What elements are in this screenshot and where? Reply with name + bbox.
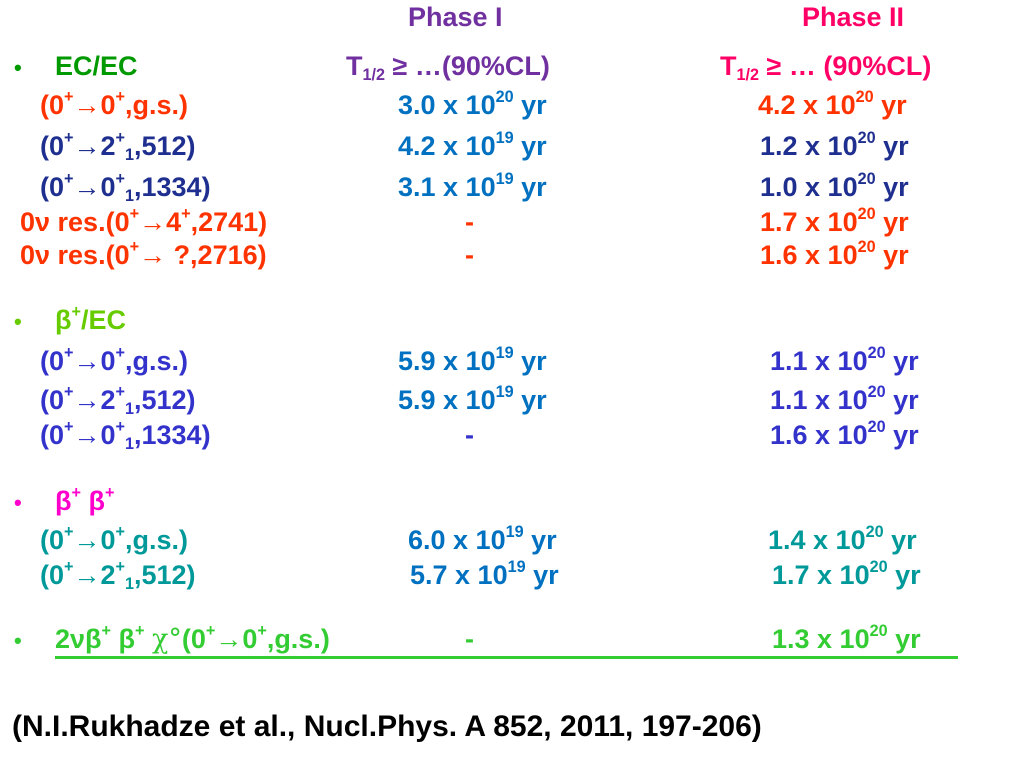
beta-ec-row1-phase1: 5.9 x 1019 yr: [398, 343, 547, 376]
t-symbol: T: [346, 51, 363, 81]
t-subscript: 1/2: [362, 65, 386, 84]
beta-ec-row1-label: (0+→0+,g.s.): [40, 343, 188, 376]
beta-ec-row3-label: (0+→0+1,1334): [40, 417, 211, 453]
phase2-halflife-label: T1/2 ≥ … (90%CL): [720, 51, 932, 83]
beta-ec-row2-label: (0+→2+1,512): [40, 382, 196, 418]
majoron-phase2: 1.3 x 1020 yr: [772, 621, 921, 654]
majoron-underline: [55, 656, 958, 659]
citation: (N.I.Rukhadze et al., Nucl.Phys. A 852, …: [12, 710, 762, 743]
ec-ec-row2-phase1: 4.2 x 1019 yr: [398, 128, 547, 161]
phase2-header: Phase II: [802, 2, 905, 32]
phase2-limit: ≥ … (90%CL): [759, 51, 932, 81]
beta-beta-row1-label: (0+→0+,g.s.): [40, 522, 188, 555]
ec-ec-row2-phase2: 1.2 x 1020 yr: [760, 128, 909, 161]
t-symbol: T: [720, 51, 737, 81]
majoron-label: 2νβ+ β+ χ°(0+→0+,g.s.): [55, 621, 330, 655]
ec-ec-row5-phase2: 1.6 x 1020 yr: [760, 237, 909, 270]
bullet-ec-ec: •: [14, 55, 22, 80]
beta-beta-row1-phase1: 6.0 x 1019 yr: [408, 522, 557, 555]
ec-ec-row4-phase1: -: [465, 207, 474, 237]
bullet-beta-beta: •: [14, 490, 22, 515]
section-title-beta-beta: β+ β+: [55, 483, 115, 516]
ec-ec-row4-label: 0ν res.(0+→4+,2741): [20, 204, 268, 237]
bullet-majoron: •: [14, 628, 22, 653]
beta-beta-row2-phase1: 5.7 x 1019 yr: [410, 557, 559, 590]
beta-beta-row1-phase2: 1.4 x 1020 yr: [768, 522, 917, 555]
beta-beta-row2-label: (0+→2+1,512): [40, 557, 196, 593]
ec-ec-row4-phase2: 1.7 x 1020 yr: [760, 204, 909, 237]
ec-ec-row1-phase2: 4.2 x 1020 yr: [758, 87, 907, 120]
beta-beta-row2-phase2: 1.7 x 1020 yr: [772, 557, 921, 590]
ec-ec-row3-phase2: 1.0 x 1020 yr: [760, 169, 909, 202]
ec-ec-row3-phase1: 3.1 x 1019 yr: [398, 169, 547, 202]
phase1-limit: ≥ …(90%CL): [385, 51, 550, 81]
ec-ec-row3-label: (0+→0+1,1334): [40, 169, 211, 205]
ec-ec-row1-phase1: 3.0 x 1020 yr: [398, 87, 547, 120]
majoron-phase1: -: [465, 624, 474, 654]
beta-ec-row1-phase2: 1.1 x 1020 yr: [770, 343, 919, 376]
section-title-beta-ec: β+/EC: [55, 302, 126, 335]
ec-ec-row5-label: 0ν res.(0+→ ?,2716): [20, 237, 267, 270]
bullet-beta-ec: •: [14, 309, 22, 334]
t-subscript: 1/2: [736, 65, 760, 84]
ec-ec-row2-label: (0+→2+1,512): [40, 128, 196, 164]
beta-ec-row3-phase2: 1.6 x 1020 yr: [770, 417, 919, 450]
phase1-halflife-label: T1/2 ≥ …(90%CL): [346, 51, 550, 83]
phase1-header: Phase I: [408, 2, 503, 32]
beta-ec-row3-phase1: -: [465, 420, 474, 450]
beta-ec-row2-phase2: 1.1 x 1020 yr: [770, 382, 919, 415]
ec-ec-row1-label: (0+→0+,g.s.): [40, 87, 188, 120]
beta-ec-row2-phase1: 5.9 x 1019 yr: [398, 382, 547, 415]
section-title-ec-ec: EC/EC: [55, 51, 138, 81]
ec-ec-row5-phase1: -: [465, 240, 474, 270]
